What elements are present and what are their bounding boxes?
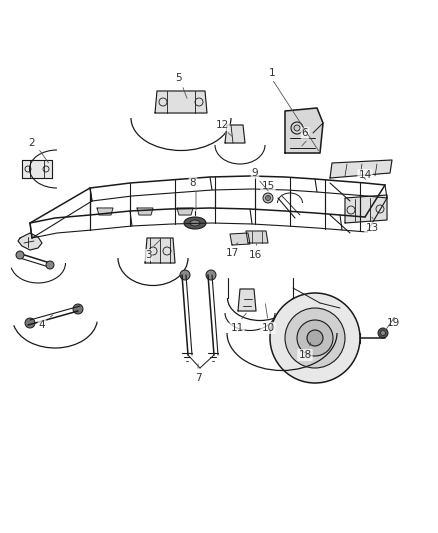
Polygon shape xyxy=(177,208,193,215)
Circle shape xyxy=(294,125,300,131)
Text: 11: 11 xyxy=(230,323,244,333)
Circle shape xyxy=(206,270,216,280)
Text: 15: 15 xyxy=(261,181,275,191)
Circle shape xyxy=(73,304,83,314)
Polygon shape xyxy=(285,108,323,153)
Text: 1: 1 xyxy=(268,68,276,78)
Polygon shape xyxy=(246,231,268,243)
Text: 16: 16 xyxy=(248,250,261,260)
Circle shape xyxy=(25,318,35,328)
Text: 19: 19 xyxy=(386,318,399,328)
Circle shape xyxy=(381,330,385,335)
Ellipse shape xyxy=(190,220,200,226)
Circle shape xyxy=(265,196,271,200)
Text: 18: 18 xyxy=(298,350,311,360)
Polygon shape xyxy=(137,208,153,215)
Text: 13: 13 xyxy=(365,223,378,233)
Ellipse shape xyxy=(184,217,206,229)
Circle shape xyxy=(46,261,54,269)
Polygon shape xyxy=(155,91,207,113)
Circle shape xyxy=(307,330,323,346)
Polygon shape xyxy=(330,160,392,178)
Text: 10: 10 xyxy=(261,323,275,333)
Circle shape xyxy=(270,293,360,383)
Text: 2: 2 xyxy=(28,138,35,148)
Circle shape xyxy=(378,328,388,338)
Polygon shape xyxy=(22,160,52,178)
Polygon shape xyxy=(345,195,387,223)
Polygon shape xyxy=(97,208,113,215)
Circle shape xyxy=(16,251,24,259)
Text: 5: 5 xyxy=(175,73,181,83)
Polygon shape xyxy=(18,233,42,250)
Circle shape xyxy=(263,193,273,203)
Polygon shape xyxy=(225,125,245,143)
Text: 3: 3 xyxy=(145,250,151,260)
Text: 12: 12 xyxy=(215,120,229,130)
Text: 7: 7 xyxy=(194,373,201,383)
Polygon shape xyxy=(145,238,175,263)
Text: 6: 6 xyxy=(302,128,308,138)
Circle shape xyxy=(285,308,345,368)
Text: 8: 8 xyxy=(190,178,196,188)
Text: 14: 14 xyxy=(358,170,371,180)
Polygon shape xyxy=(230,233,250,245)
Circle shape xyxy=(297,320,333,356)
Text: 4: 4 xyxy=(39,320,45,330)
Text: 9: 9 xyxy=(252,168,258,178)
Text: 17: 17 xyxy=(226,248,239,258)
Circle shape xyxy=(180,270,190,280)
Polygon shape xyxy=(238,289,256,311)
